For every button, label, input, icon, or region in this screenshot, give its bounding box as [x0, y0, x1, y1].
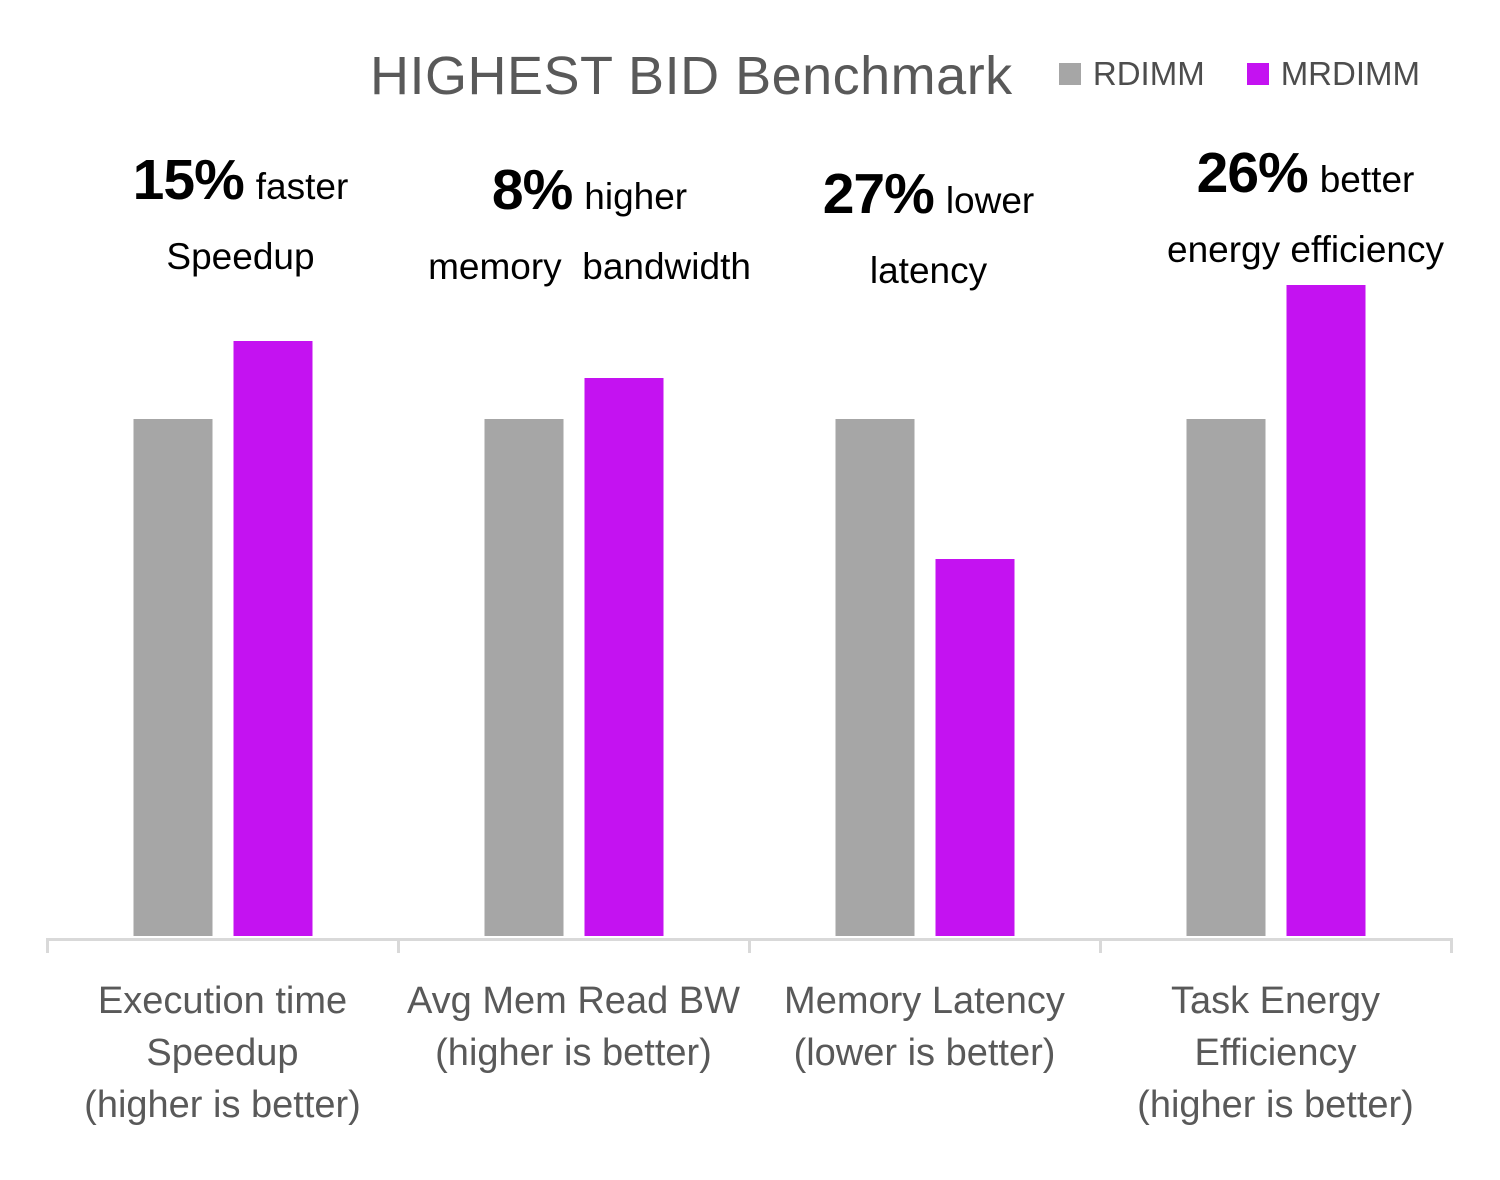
bar-pair [835, 419, 1014, 936]
annotation-line1: 27% lower [669, 161, 1189, 242]
bar-mrdimm [935, 559, 1014, 936]
chart-group: 26% better energy efficiency Task Energy Eff… [1100, 0, 1451, 1180]
bar-mrdimm [233, 341, 312, 936]
category-label-line: Task Energy [1170, 980, 1381, 1022]
bar-mrdimm [1286, 285, 1365, 936]
category-label-line: Speedup [146, 1032, 299, 1074]
annotation-line2: Speedup [166, 236, 315, 277]
bar-pair [484, 378, 663, 936]
axis-tick [46, 938, 49, 953]
category-label: Avg Mem Read BW (higher is better) [407, 975, 740, 1079]
category-label-line: (higher is better) [84, 1084, 361, 1126]
category-label: Task Energy Efficiency (higher is better) [1137, 975, 1414, 1131]
axis-tick [1450, 938, 1453, 953]
legend-swatch-mrdimm-icon [1246, 63, 1269, 85]
category-label-line: (lower is better) [793, 1032, 1056, 1074]
category-label-line: Avg Mem Read BW [407, 980, 740, 1022]
category-label-line: (higher is better) [1137, 1084, 1414, 1126]
axis-tick [1099, 938, 1102, 953]
bar-rdimm [835, 419, 914, 936]
annotation-line1: 26% better [1046, 140, 1500, 221]
annotation-line1: 15% faster [0, 147, 501, 228]
legend-label-rdimm: RDIMM [1092, 55, 1205, 92]
annotation-qualifier: faster [255, 166, 349, 207]
bar-rdimm [484, 419, 563, 936]
annotation-line1: 8% higher [330, 157, 850, 238]
annotation-percent: 15% [132, 148, 245, 212]
legend-swatch-rdimm-icon [1058, 63, 1081, 85]
annotation-line2: memory bandwidth [428, 246, 751, 287]
annotation: 27% lower latency [669, 161, 1189, 292]
category-label-line: (higher is better) [435, 1032, 712, 1074]
chart-title: HIGHEST BID Benchmark [370, 46, 1013, 106]
axis-tick [397, 938, 400, 953]
annotation: 26% better energy efficiency [1046, 140, 1500, 271]
annotation-line2: energy efficiency [1167, 229, 1444, 270]
legend-item-rdimm: RDIMM [1058, 55, 1205, 93]
bar-rdimm [133, 419, 212, 936]
chart-group: 27% lower latency Memory Latency (lower is b… [749, 0, 1100, 1180]
axis-tick [748, 938, 751, 953]
category-label: Memory Latency (lower is better) [784, 975, 1065, 1079]
annotation: 15% faster Speedup [0, 147, 501, 278]
annotation-line2: latency [869, 250, 988, 291]
legend-item-mrdimm: MRDIMM [1246, 55, 1420, 93]
bar-rdimm [1186, 419, 1265, 936]
bar-mrdimm [584, 378, 663, 936]
category-label: Execution time Speedup (higher is better) [84, 975, 361, 1131]
chart-group: 15% faster Speedup Execution time Speedup (hi… [47, 0, 398, 1180]
annotation-qualifier: higher [584, 176, 688, 217]
annotation-percent: 27% [822, 162, 935, 226]
annotation-qualifier: lower [945, 180, 1035, 221]
annotation: 8% higher memory bandwidth [330, 157, 850, 288]
annotation-percent: 26% [1196, 141, 1309, 205]
annotation-percent: 8% [491, 158, 573, 222]
legend-label-mrdimm: MRDIMM [1280, 55, 1420, 92]
bar-pair [133, 341, 312, 936]
chart-group: 8% higher memory bandwidth Avg Mem Read BW (… [398, 0, 751, 1180]
bar-pair [1186, 285, 1365, 936]
category-label-line: Efficiency [1194, 1032, 1357, 1074]
category-label-line: Execution time [97, 980, 348, 1022]
legend: RDIMM MRDIMM [1058, 55, 1420, 93]
annotation-qualifier: better [1319, 159, 1415, 200]
category-label-line: Memory Latency [784, 980, 1065, 1022]
